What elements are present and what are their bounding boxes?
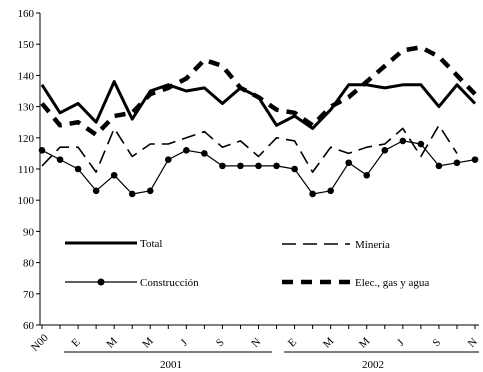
legend: Total Minería Construcción Elec., gas y …: [65, 238, 429, 289]
x-tick-label: J: [178, 337, 190, 349]
legend-label-total: Total: [140, 238, 162, 250]
x-tick-label: E: [69, 336, 82, 349]
data-point-construccion: [56, 156, 64, 163]
y-tick-label: 80: [23, 258, 35, 270]
x-tick-label: M: [357, 335, 373, 351]
data-point-construccion: [255, 162, 262, 170]
data-point-construccion: [363, 171, 371, 179]
x-tick-label: N00: [29, 332, 51, 354]
x-axis-ticks: N00 E M M J S N E M M J S N: [29, 325, 480, 354]
data-point-construccion: [435, 162, 443, 170]
data-point-construccion: [128, 190, 136, 198]
x-tick-label: M: [321, 335, 337, 351]
y-tick-label: 60: [23, 320, 35, 332]
series-group: [38, 45, 479, 198]
year-label-2001: 2001: [160, 359, 182, 371]
x-tick-label: S: [214, 336, 227, 349]
legend-marker-construccion: [97, 278, 105, 286]
x-tick-label: N: [466, 336, 480, 350]
data-point-construccion: [38, 146, 46, 154]
y-tick-label: 90: [23, 226, 35, 238]
data-point-construccion: [381, 146, 389, 154]
x-tick-label: E: [286, 336, 299, 349]
data-point-construccion: [291, 165, 298, 173]
data-point-construccion: [164, 156, 172, 163]
data-point-construccion: [146, 187, 154, 195]
y-axis-ticks: 60 70 80 90 100 110 120 130 140 150 160: [18, 8, 40, 332]
data-point-construccion: [219, 162, 226, 170]
x-tick-label: M: [104, 335, 120, 351]
y-tick-label: 110: [18, 164, 35, 176]
data-point-construccion: [183, 146, 190, 154]
data-point-construccion: [327, 187, 334, 195]
data-point-construccion: [309, 190, 316, 198]
data-point-construccion: [453, 159, 461, 167]
year-brackets: 2001 2002: [64, 351, 479, 371]
data-point-construccion: [92, 187, 100, 195]
data-point-construccion: [273, 162, 280, 170]
legend-label-mineria: Minería: [355, 239, 390, 251]
x-tick-label: S: [430, 336, 443, 349]
data-point-construccion: [345, 159, 353, 167]
y-tick-label: 120: [18, 133, 35, 145]
data-point-construccion: [417, 140, 425, 148]
legend-label-construccion: Construcción: [140, 277, 199, 289]
data-point-construccion: [471, 156, 479, 163]
data-point-construccion: [201, 150, 208, 157]
year-label-2002: 2002: [362, 359, 384, 371]
y-tick-label: 150: [18, 39, 35, 51]
legend-label-elec: Elec., gas y agua: [355, 277, 429, 289]
y-tick-label: 140: [18, 70, 35, 82]
data-point-construccion: [399, 137, 407, 145]
y-tick-label: 130: [18, 102, 35, 114]
x-tick-label: N: [249, 336, 263, 350]
y-tick-label: 70: [23, 289, 35, 301]
series-line-mineria: [41, 124, 458, 173]
series-line-elec-gas-y-agua: [40, 45, 477, 137]
y-tick-label: 160: [18, 8, 35, 20]
y-tick-label: 100: [18, 195, 35, 207]
x-tick-label: M: [140, 335, 156, 351]
data-point-construccion: [74, 165, 82, 173]
x-tick-label: J: [395, 337, 407, 349]
data-point-construccion: [237, 162, 244, 170]
data-point-construccion: [110, 171, 118, 179]
